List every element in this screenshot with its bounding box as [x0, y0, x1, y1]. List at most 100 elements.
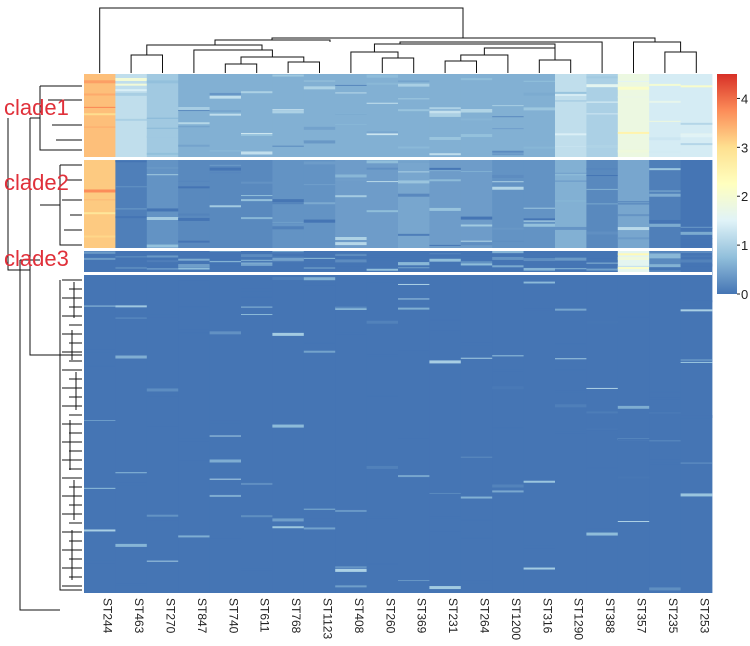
heat-streak — [335, 566, 367, 569]
heat-streak — [178, 180, 210, 182]
dendrogram-link — [99, 7, 464, 73]
heat-streak — [398, 83, 430, 87]
heat-streak — [84, 199, 116, 201]
heat-streak — [303, 86, 336, 90]
heat-cell — [209, 272, 242, 593]
dendrogram-link — [7, 118, 30, 271]
heat-streak — [680, 309, 713, 312]
heat-streak — [178, 306, 210, 308]
column-label: ST253 — [697, 598, 711, 634]
heat-streak — [398, 307, 430, 310]
heat-streak — [272, 109, 305, 111]
heat-streak — [523, 80, 556, 82]
heat-streak — [680, 122, 713, 125]
heat-streak — [617, 202, 650, 205]
heat-streak — [146, 244, 179, 248]
heat-streak — [460, 537, 493, 539]
column-label: ST316 — [540, 598, 554, 634]
heat-cell — [335, 74, 367, 157]
heat-streak — [617, 80, 650, 82]
heat-streak — [303, 257, 336, 259]
heat-streak — [241, 314, 273, 316]
heat-streak — [366, 74, 399, 78]
heat-streak — [303, 161, 336, 165]
heat-streak — [649, 190, 681, 193]
heat-streak — [84, 420, 116, 422]
heat-streak — [178, 110, 210, 112]
heat-streak — [586, 188, 619, 190]
heat-streak — [209, 260, 242, 263]
heat-streak — [649, 391, 681, 393]
heat-streak — [555, 226, 587, 230]
heat-streak — [680, 243, 713, 245]
heat-streak — [523, 545, 556, 549]
heat-cell — [492, 74, 524, 157]
dendrogram-link — [444, 60, 477, 73]
heat-streak — [84, 365, 116, 367]
heat-streak — [84, 189, 116, 193]
heat-streak — [335, 242, 367, 246]
row-dendrogram — [7, 85, 82, 611]
heat-streak — [680, 361, 713, 363]
heat-streak — [84, 305, 116, 307]
heat-cell — [429, 272, 462, 593]
heat-streak — [492, 227, 524, 230]
dendrogram-link — [39, 86, 82, 151]
heat-streak — [272, 257, 305, 261]
heat-streak — [492, 128, 524, 130]
heat-streak — [617, 201, 650, 203]
heat-cell — [146, 248, 179, 272]
heat-streak — [241, 181, 273, 184]
heat-streak — [366, 320, 399, 324]
heat-cell — [146, 74, 179, 157]
heat-streak — [586, 262, 619, 264]
heat-streak — [617, 256, 650, 260]
column-dendrogram — [99, 7, 697, 73]
heat-streak — [115, 89, 148, 92]
heat-streak — [209, 420, 242, 424]
heat-streak — [146, 174, 179, 176]
heat-streak — [460, 242, 493, 246]
heat-streak — [492, 484, 524, 488]
heat-streak — [492, 116, 524, 118]
heat-cell — [460, 160, 493, 248]
heat-streak — [241, 195, 273, 197]
heat-streak — [555, 100, 587, 102]
heat-streak — [146, 560, 179, 562]
dendrogram-link — [664, 51, 697, 73]
heat-streak — [649, 397, 681, 400]
heat-cell — [241, 74, 273, 157]
heat-streak — [680, 255, 713, 257]
heat-streak — [429, 179, 462, 182]
heat-streak — [555, 268, 587, 270]
heat-streak — [303, 277, 336, 281]
heat-streak — [84, 250, 116, 254]
heat-streak — [680, 226, 713, 228]
column-label: ST408 — [352, 598, 366, 634]
heat-streak — [335, 113, 367, 115]
heat-cell — [523, 160, 556, 248]
heat-streak — [555, 431, 587, 434]
heat-cell — [115, 74, 148, 157]
heat-streak — [398, 233, 430, 236]
heat-streak — [586, 258, 619, 260]
heat-streak — [115, 78, 148, 82]
heat-streak — [84, 212, 116, 215]
heat-streak — [460, 342, 493, 346]
heatmap-grid — [84, 74, 713, 593]
heat-streak — [460, 519, 493, 521]
heat-streak — [460, 216, 493, 220]
heat-streak — [209, 250, 242, 252]
heat-streak — [649, 264, 681, 268]
heat-streak — [586, 231, 619, 235]
heat-streak — [146, 167, 179, 169]
heat-streak — [523, 480, 556, 483]
heat-streak — [649, 255, 681, 259]
heat-streak — [523, 250, 556, 254]
heat-streak — [398, 80, 430, 82]
heat-streak — [84, 257, 116, 260]
heat-streak — [492, 355, 524, 357]
dendrogram-link — [240, 56, 305, 64]
heat-streak — [398, 109, 430, 112]
heat-streak — [523, 308, 556, 311]
